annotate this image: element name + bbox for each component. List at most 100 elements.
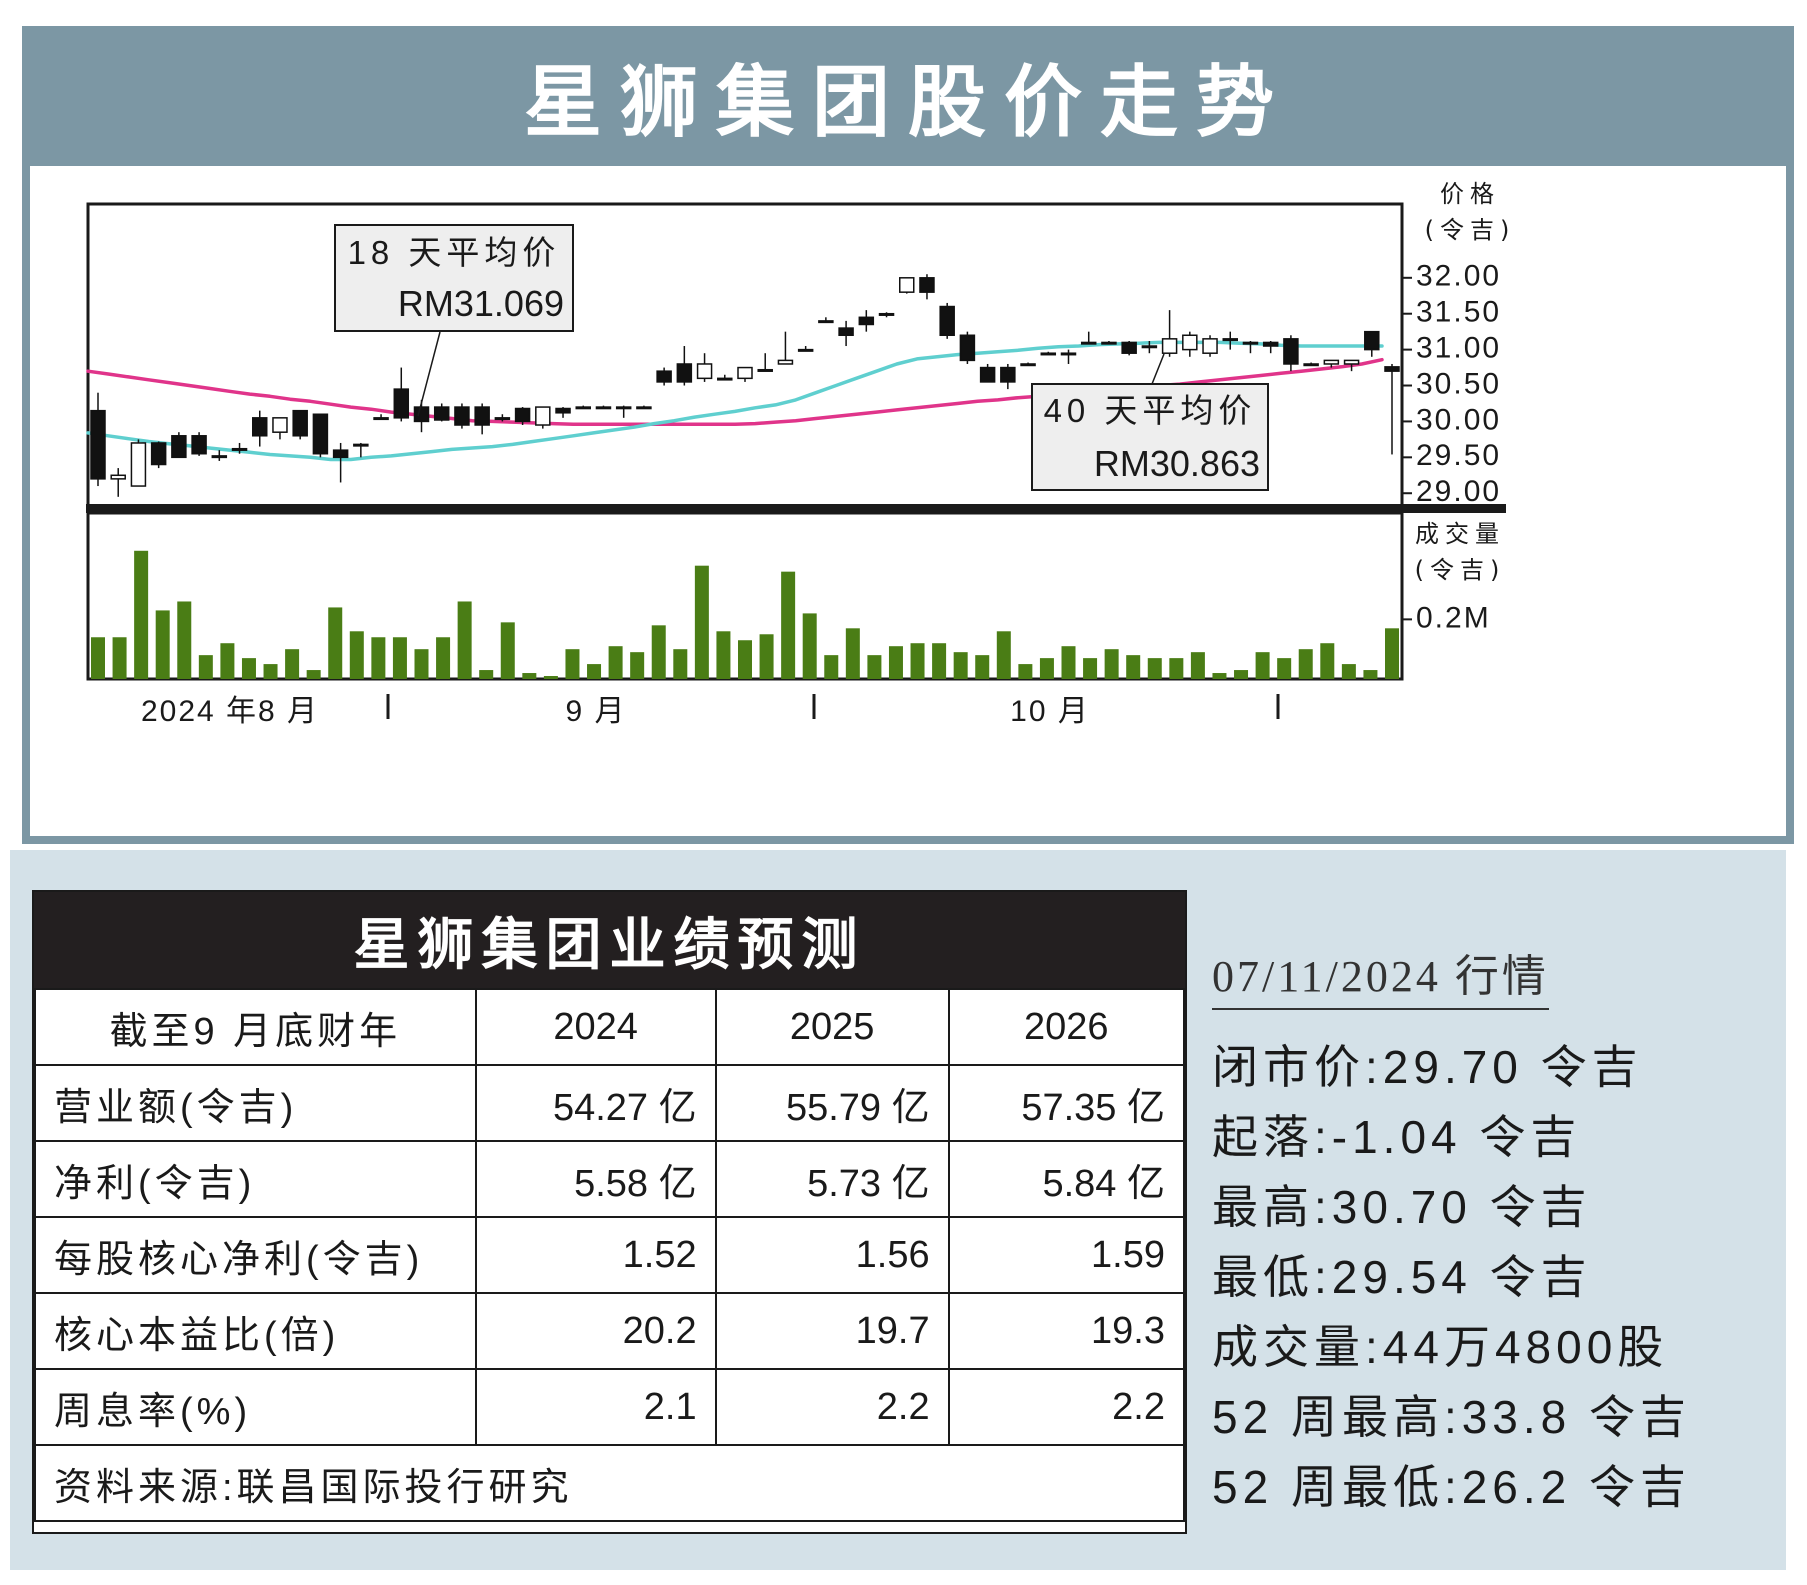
- candles-group: [90, 274, 1400, 497]
- row-label: 周息率(%): [34, 1368, 477, 1446]
- volume-bar: [198, 655, 213, 679]
- volume-bar: [220, 643, 235, 679]
- row-label: 净利(令吉): [34, 1140, 477, 1218]
- volume-bar: [1341, 664, 1356, 679]
- ma18-label: 18 天平均价: [348, 234, 561, 271]
- candle-body: [1202, 338, 1218, 354]
- candle-body: [514, 407, 531, 423]
- row-value: 1.59: [947, 1216, 1186, 1294]
- x-label-aug: 2024 年8 月: [141, 695, 319, 728]
- source-row: 资料来源:联昌国际投行研究: [34, 1444, 1185, 1522]
- row-value: 1.52: [474, 1216, 717, 1294]
- candle-body: [838, 327, 854, 337]
- volume-bar: [414, 649, 429, 679]
- volume-bar: [694, 565, 709, 679]
- candle-body: [171, 435, 187, 459]
- forecast-table: 截至9 月底财年 2024 2025 2026 营业额(令吉) 54.27 亿 …: [34, 988, 1186, 1522]
- volume-bar: [1083, 658, 1098, 679]
- candle-body: [393, 388, 410, 419]
- volume-bar: [1104, 649, 1119, 679]
- candle-body: [959, 334, 976, 362]
- volume-bar: [1234, 670, 1249, 679]
- price-tick-label: 31.00: [1416, 332, 1501, 365]
- volume-bar: [392, 637, 407, 679]
- volume-bar: [349, 631, 364, 679]
- candle-body: [757, 368, 773, 372]
- volume-bar: [371, 637, 386, 679]
- volume-bar: [1320, 643, 1335, 679]
- forecast-header-row: 截至9 月底财年 2024 2025 2026: [34, 988, 1186, 1066]
- price-tick-label: 32.00: [1416, 260, 1501, 293]
- volume-bar: [543, 676, 558, 679]
- source-note: 资料来源:联昌国际投行研究: [34, 1444, 1185, 1522]
- table-row: 周息率(%) 2.1 2.2 2.2: [34, 1368, 1186, 1446]
- row-value: 20.2: [474, 1292, 717, 1370]
- volume-bar: [285, 649, 300, 679]
- row-value: 5.73 亿: [714, 1140, 950, 1218]
- volume-axis-unit: (令吉): [1415, 556, 1506, 584]
- volume-bar: [975, 655, 990, 679]
- volume-bar: [306, 670, 321, 679]
- candle-body: [413, 406, 430, 423]
- candle-body: [474, 406, 490, 426]
- row-value: 2.2: [714, 1368, 950, 1446]
- candle-body: [777, 359, 794, 365]
- row-value: 2.2: [947, 1368, 1186, 1446]
- price-axis-unit: (令吉): [1425, 216, 1516, 244]
- row-value: 5.84 亿: [947, 1140, 1186, 1218]
- volume-bar: [479, 670, 494, 679]
- candle-body: [737, 366, 753, 380]
- volume-bar: [910, 643, 925, 679]
- header-year: 2026: [947, 988, 1186, 1066]
- volume-bar: [608, 646, 623, 679]
- volume-bar: [587, 664, 602, 679]
- candle-body: [1242, 341, 1259, 345]
- volume-bar: [241, 658, 256, 679]
- volume-bar: [953, 652, 968, 679]
- candle-body: [373, 417, 389, 421]
- volume-bar: [177, 601, 192, 679]
- candle-body: [1000, 366, 1016, 383]
- row-value: 5.58 亿: [474, 1140, 717, 1218]
- volume-bar: [1061, 646, 1076, 679]
- volume-bar: [1018, 664, 1033, 679]
- market-52w-low: 52 周最低:26.2 令吉: [1212, 1461, 1692, 1513]
- candle-body: [191, 435, 207, 455]
- volume-bar: [673, 649, 688, 679]
- chart-area: 32.00 31.50 31.00 30.50 30.00 29.50 29.00 价格 (…: [30, 166, 1786, 836]
- row-label: 每股核心净利(令吉): [34, 1216, 477, 1294]
- volume-bar: [500, 622, 515, 679]
- table-row: 净利(令吉) 5.58 亿 5.73 亿 5.84 亿: [34, 1140, 1186, 1218]
- stock-chart-panel: 星狮集团股价走势 32.00 31.50 31.00 30.50 30.00 29.50 2…: [22, 26, 1794, 844]
- candle-body: [494, 417, 511, 421]
- candle-body: [231, 447, 248, 451]
- table-row: 营业额(令吉) 54.27 亿 55.79 亿 57.35 亿: [34, 1064, 1186, 1142]
- volume-bar: [328, 607, 343, 679]
- volume-bar: [1126, 655, 1141, 679]
- row-value: 1.56: [714, 1216, 950, 1294]
- candle-body: [1222, 338, 1238, 342]
- chart-title: 星狮集团股价走势: [523, 58, 1292, 148]
- volume-bar: [155, 610, 170, 679]
- candle-body: [696, 363, 713, 380]
- row-value: 54.27 亿: [474, 1064, 717, 1142]
- candle-body: [1161, 338, 1178, 354]
- ma40-callout-box: [1031, 383, 1269, 491]
- volume-bar: [1190, 652, 1205, 679]
- market-52w-high: 52 周最高:33.8 令吉: [1212, 1391, 1692, 1443]
- table-row: 每股核心净利(令吉) 1.52 1.56 1.59: [34, 1216, 1186, 1294]
- volume-bar: [781, 571, 796, 679]
- candle-body: [353, 443, 369, 447]
- price-axis-title: 价格: [1440, 180, 1500, 208]
- candle-body: [636, 406, 652, 410]
- volume-bar: [738, 640, 752, 679]
- candle-body: [979, 366, 996, 383]
- candle-body: [575, 406, 591, 410]
- market-date: 07/11/2024 行情: [1212, 940, 1549, 1010]
- volume-bar: [716, 631, 731, 679]
- market-change: 起落:-1.04 令吉: [1212, 1111, 1582, 1163]
- candle-body: [150, 442, 167, 466]
- candle-body: [1364, 330, 1380, 351]
